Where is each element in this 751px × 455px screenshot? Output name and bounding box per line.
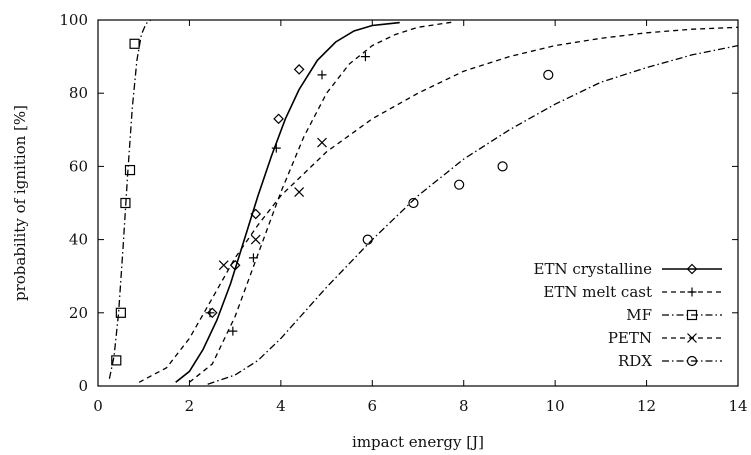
x-tick-label: 12 <box>637 397 656 415</box>
x-tick-label: 8 <box>459 397 469 415</box>
y-axis-ticks: 0 20 40 60 80 100 <box>59 11 738 395</box>
data-point-etn-melt-cast <box>228 326 238 336</box>
y-tick-label: 80 <box>69 84 88 102</box>
legend-marker-rdx <box>686 355 698 367</box>
data-point-mf <box>124 164 136 176</box>
data-markers <box>111 38 554 366</box>
legend-label-mf: MF <box>626 306 652 324</box>
x-tick-label: 2 <box>185 397 195 415</box>
legend-marker-petn <box>687 333 697 343</box>
x-tick-label: 10 <box>546 397 565 415</box>
data-point-petn <box>218 260 229 271</box>
data-point-etn-crystalline <box>273 113 284 125</box>
data-point-etn-crystalline <box>293 64 305 75</box>
y-tick-label: 20 <box>69 304 88 322</box>
legend-label-petn: PETN <box>608 329 652 347</box>
y-tick-label: 60 <box>69 157 88 175</box>
fit-curves <box>108 20 738 385</box>
x-axis-label: impact energy [J] <box>352 433 484 451</box>
data-point-etn-crystalline <box>206 307 218 319</box>
data-point-rdx <box>408 197 419 209</box>
y-axis-label: probability of ignition [%] <box>11 105 29 301</box>
fit-curve-petn <box>138 26 738 383</box>
data-point-rdx <box>497 161 508 172</box>
fit-curve-mf <box>108 20 152 379</box>
x-axis-ticks: 0 2 4 6 8 10 12 14 <box>93 20 748 415</box>
x-tick-label: 4 <box>276 397 286 415</box>
data-point-petn <box>250 234 261 245</box>
fit-curve-rdx <box>207 44 738 385</box>
data-point-rdx <box>454 179 465 190</box>
data-point-etn-melt-cast <box>271 143 281 153</box>
data-point-etn-melt-cast <box>317 70 327 80</box>
x-tick-label: 6 <box>368 397 378 415</box>
data-point-mf <box>115 307 126 318</box>
data-point-rdx <box>362 234 373 245</box>
y-tick-label: 40 <box>69 231 88 249</box>
data-point-etn-melt-cast <box>205 308 215 318</box>
fit-curve-etn-melt-cast <box>188 21 455 383</box>
x-tick-label: 0 <box>93 397 103 415</box>
x-tick-label: 14 <box>728 397 747 415</box>
legend-marker-mf <box>686 309 698 321</box>
data-point-rdx <box>543 69 554 81</box>
legend-marker-etn-crystalline <box>686 263 698 275</box>
data-point-etn-melt-cast <box>248 253 258 263</box>
data-point-petn <box>317 137 327 148</box>
legend-label-etn-crystalline: ETN crystalline <box>534 260 653 278</box>
data-point-etn-crystalline <box>250 208 262 220</box>
legend: ETN crystalline ETN melt cast MF PETN RDX <box>534 260 722 370</box>
data-point-mf <box>111 355 122 366</box>
legend-marker-etn-melt-cast <box>687 287 697 297</box>
data-point-mf <box>129 38 140 49</box>
plot-frame <box>97 19 739 387</box>
legend-label-etn-melt-cast: ETN melt cast <box>543 283 652 301</box>
fit-curve-etn-crystalline <box>175 21 400 383</box>
y-tick-label: 100 <box>59 11 88 29</box>
data-point-etn-crystalline <box>229 259 241 271</box>
legend-label-rdx: RDX <box>618 352 652 370</box>
data-point-petn <box>294 187 305 197</box>
y-tick-label: 0 <box>78 377 88 395</box>
data-point-mf <box>120 197 131 209</box>
data-point-etn-melt-cast <box>360 52 370 62</box>
